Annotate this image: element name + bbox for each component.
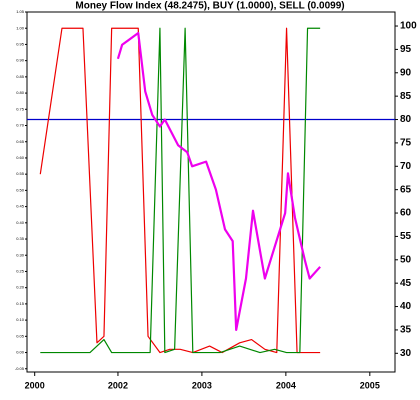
y2-tick-label: 80 [400, 114, 412, 125]
chart-title: Money Flow Index (48.2475), BUY (1.0000)… [75, 1, 344, 12]
y2-tick-label: 55 [400, 231, 412, 242]
y2-tick-label: 90 [400, 67, 412, 78]
y-tick-label: 0.10 [16, 317, 25, 322]
y-tick-label: 0.95 [16, 41, 25, 46]
y2-tick-label: 50 [400, 254, 412, 265]
y-tick-label: 0.90 [16, 58, 25, 63]
x-tick-label: 2003 [192, 380, 212, 390]
y2-tick-label: 70 [400, 161, 412, 172]
x-tick-label: 2002 [108, 380, 128, 390]
y-tick-label: 0.05 [16, 333, 25, 338]
y-tick-label: -0.05 [15, 366, 25, 371]
y2-tick-label: 65 [400, 184, 412, 195]
y2-tick-label: 40 [400, 301, 412, 312]
y2-tick-label: 45 [400, 278, 412, 289]
y2-tick-label: 35 [400, 325, 412, 336]
y-tick-label: 0.35 [16, 236, 25, 241]
y-tick-label: 0.30 [16, 252, 25, 257]
y-tick-label: 0.45 [16, 204, 25, 209]
y2-tick-label: 100 [400, 21, 417, 32]
y-tick-label: 1.05 [16, 9, 25, 14]
y-tick-label: 0.75 [16, 106, 25, 111]
y-tick-label: 0.70 [16, 123, 25, 128]
y2-tick-label: 85 [400, 91, 412, 102]
y-tick-label: 1.00 [16, 25, 25, 30]
y-tick-label: 0.40 [16, 220, 25, 225]
x-tick-label: 2000 [25, 380, 45, 390]
x-tick-label: 2005 [360, 380, 380, 390]
y-tick-label: 0.50 [16, 187, 25, 192]
x-tick-label: 2004 [276, 380, 296, 390]
y-tick-label: 0.60 [16, 155, 25, 160]
y-tick-label: 0.00 [16, 350, 25, 355]
y-tick-label: 0.25 [16, 269, 25, 274]
y2-tick-label: 30 [400, 348, 412, 359]
y-tick-label: 0.85 [16, 74, 25, 79]
y2-tick-label: 75 [400, 138, 412, 149]
series-line [116, 31, 321, 332]
y2-tick-label: 60 [400, 208, 412, 219]
y2-tick-label: 95 [400, 44, 412, 55]
series-line [39, 27, 321, 354]
plot-frame [26, 11, 396, 373]
y-tick-label: 0.80 [16, 90, 25, 95]
y-tick-label: 0.15 [16, 301, 25, 306]
series-line [40, 27, 321, 354]
y-tick-label: 0.55 [16, 171, 25, 176]
y-tick-label: 0.20 [16, 285, 25, 290]
y-tick-label: 0.65 [16, 139, 25, 144]
